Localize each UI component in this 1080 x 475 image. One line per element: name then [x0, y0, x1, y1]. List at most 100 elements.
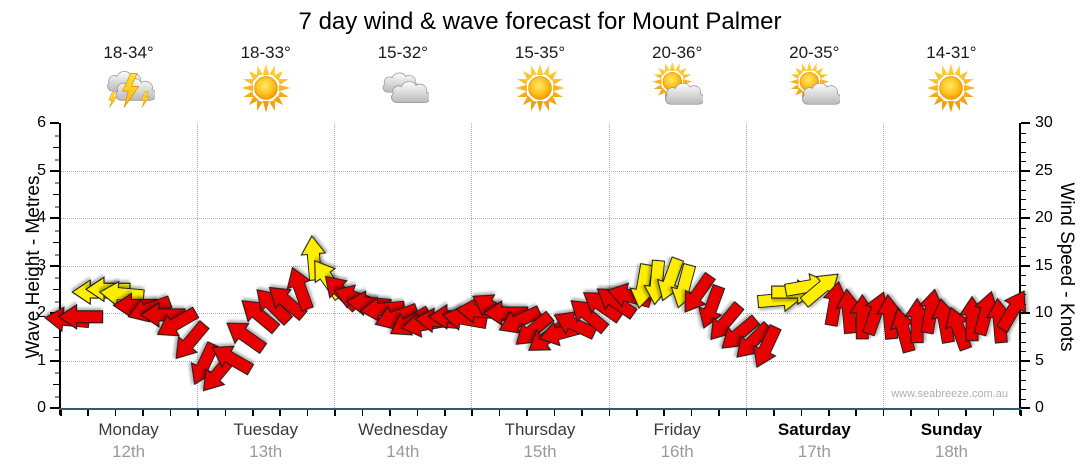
wind-arrow — [498, 305, 543, 334]
axis-tick — [50, 217, 59, 219]
axis-tick — [1021, 217, 1030, 219]
axis-tick — [444, 410, 446, 416]
right-axis-tick-label: 25 — [1035, 161, 1053, 179]
date-label: 14th — [386, 442, 420, 461]
wind-arrow — [931, 297, 957, 344]
axis-tick — [1021, 142, 1026, 143]
axis-tick — [142, 410, 144, 416]
axis-tick — [1021, 322, 1026, 324]
axis-tick — [553, 410, 556, 416]
axis-tick — [50, 122, 59, 124]
wind-arrow — [528, 319, 570, 351]
axis-tick — [1021, 332, 1026, 333]
axis-tick — [1021, 294, 1026, 295]
wind-arrow — [241, 300, 281, 335]
axis-tick — [636, 410, 638, 416]
date-label: 16th — [660, 442, 694, 461]
axis-tick — [50, 169, 59, 172]
day-label-wednesday: Wednesday — [358, 420, 448, 439]
axis-tick — [1021, 312, 1030, 314]
temperature-range: 14-31° — [926, 43, 977, 62]
day-boundary-gridline — [334, 123, 336, 408]
axis-tick — [252, 410, 254, 416]
axis-tick — [361, 410, 364, 416]
wind-arrow — [57, 303, 104, 330]
axis-tick — [1021, 284, 1026, 286]
sun-cloud-icon — [648, 62, 706, 114]
axis-tick — [1021, 237, 1026, 238]
wind-arrow — [822, 280, 849, 327]
axis-tick — [1021, 199, 1026, 200]
axis-tick — [114, 410, 117, 416]
wind-arrow — [606, 282, 653, 309]
h-gridline — [60, 218, 1020, 219]
temperature-range: 20-36° — [652, 43, 703, 62]
wind-arrow — [918, 288, 945, 335]
axis-tick — [55, 158, 59, 161]
wind-arrow — [753, 323, 782, 369]
axis-tick — [1021, 264, 1030, 267]
axis-tick — [937, 410, 940, 416]
axis-tick — [1021, 351, 1026, 352]
wind-arrow — [643, 259, 670, 306]
wind-arrow — [98, 280, 145, 307]
axis-tick — [55, 134, 59, 137]
axis-tick — [53, 194, 59, 196]
axis-tick — [1021, 303, 1026, 305]
day-boundary-gridline — [745, 123, 747, 408]
axis-tick — [1021, 370, 1026, 371]
axis-tick — [1021, 151, 1026, 153]
wind-arrow — [684, 271, 716, 313]
axis-tick — [416, 410, 419, 416]
temperature-range: 20-35° — [789, 43, 840, 62]
day-label-monday: Monday — [98, 420, 159, 439]
left-axis-tick-label: 0 — [37, 399, 46, 416]
axis-tick — [389, 410, 391, 416]
wind-arrow — [710, 301, 745, 341]
right-axis-tick-label: 15 — [1035, 256, 1053, 274]
right-axis-line — [1019, 123, 1021, 415]
axis-tick — [1021, 407, 1030, 409]
wind-arrow — [175, 320, 210, 360]
wind-arrow — [629, 263, 656, 310]
day-label-saturday: Saturday — [777, 420, 851, 439]
wind-arrow — [784, 272, 831, 299]
axis-tick — [1021, 379, 1026, 381]
axis-tick — [50, 312, 59, 314]
axis-tick — [1021, 180, 1026, 181]
wind-arrow — [324, 275, 362, 313]
axis-tick — [55, 372, 59, 375]
wind-arrow — [139, 301, 186, 328]
axis-tick — [55, 277, 59, 280]
wind-arrow — [849, 293, 876, 340]
axis-tick — [1021, 169, 1030, 172]
sunny-icon — [922, 62, 980, 114]
axis-tick — [855, 410, 857, 416]
axis-tick — [197, 410, 199, 416]
axis-tick — [55, 182, 59, 185]
chart-title: 7 day wind & wave forecast for Mount Pal… — [298, 8, 782, 35]
right-axis-tick-label: 10 — [1035, 304, 1053, 321]
day-boundary-gridline — [608, 123, 610, 408]
axis-tick — [169, 410, 172, 416]
date-label: 12th — [112, 442, 146, 461]
temperature-range: 15-32° — [377, 43, 428, 62]
wind-arrow — [389, 305, 433, 336]
axis-tick — [992, 410, 995, 416]
wind-arrow — [85, 276, 131, 303]
temperature-range: 15-35° — [514, 43, 566, 62]
date-label: 13th — [249, 442, 283, 461]
wind-arrow — [670, 262, 697, 309]
wind-arrow — [472, 294, 515, 325]
wind-arrow — [286, 266, 314, 312]
wind-arrow — [190, 341, 220, 386]
right-axis-tick-label: 20 — [1035, 209, 1053, 226]
axis-tick — [663, 410, 665, 416]
axis-tick — [60, 410, 62, 416]
axis-tick — [53, 336, 59, 338]
wind-arrow — [876, 293, 903, 340]
wind-arrow — [359, 296, 406, 323]
axis-tick — [1021, 161, 1026, 162]
h-gridline — [60, 265, 1020, 267]
